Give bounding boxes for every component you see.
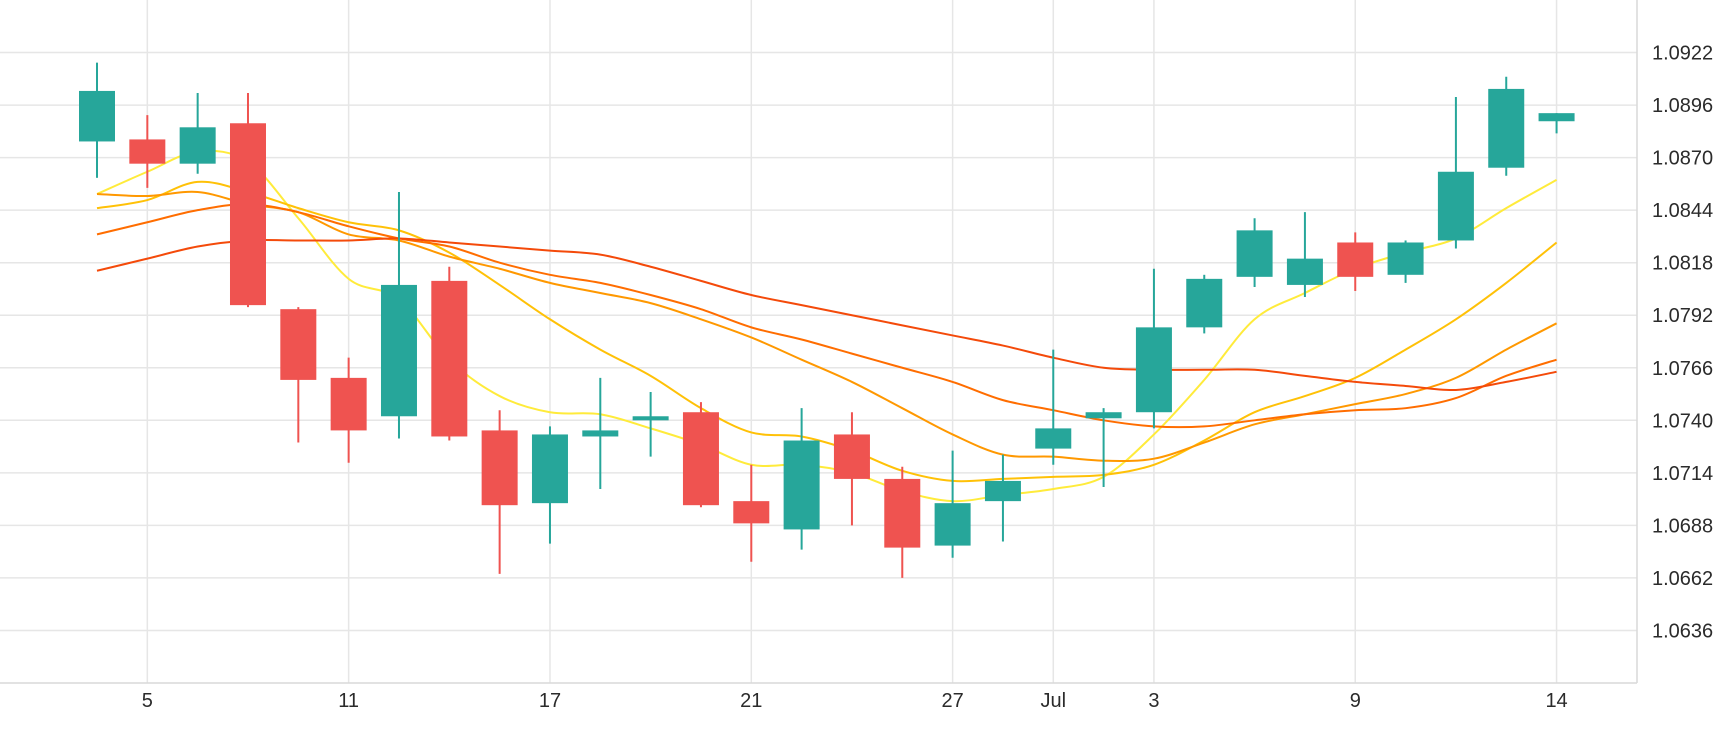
candle — [632, 392, 669, 457]
candle — [1085, 408, 1122, 487]
candle-body — [481, 430, 518, 506]
candle-body — [1538, 113, 1575, 122]
candle — [481, 410, 518, 574]
candle-body — [1437, 171, 1474, 241]
y-tick-label: 1.0662 — [1652, 568, 1713, 590]
candle — [984, 454, 1021, 542]
candle — [1186, 274, 1223, 334]
y-tick-label: 1.0766 — [1652, 358, 1713, 380]
candle-body — [79, 90, 115, 142]
candle-body — [229, 123, 266, 306]
candle — [884, 466, 921, 578]
x-tick-label: 17 — [539, 690, 561, 712]
candle — [582, 377, 619, 490]
candle — [380, 191, 417, 439]
candle-body — [1186, 278, 1223, 328]
candle-body — [733, 501, 770, 524]
candle — [1437, 96, 1474, 249]
candle-body — [531, 434, 568, 504]
x-tick-label: 9 — [1350, 690, 1361, 712]
candle — [531, 426, 568, 544]
candle — [934, 450, 971, 558]
candle-body — [431, 280, 468, 437]
y-tick-label: 1.0714 — [1652, 463, 1713, 485]
candle-body — [984, 480, 1021, 502]
x-tick-label: Jul — [1040, 690, 1066, 712]
y-tick-label: 1.0818 — [1652, 253, 1713, 275]
x-tick-label: 3 — [1148, 690, 1159, 712]
candle — [1538, 113, 1575, 134]
candle-body — [129, 139, 166, 164]
x-tick-label: 27 — [941, 690, 963, 712]
x-tick-label: 21 — [740, 690, 762, 712]
y-tick-label: 1.0922 — [1652, 43, 1713, 65]
candle-body — [1337, 242, 1374, 277]
candle — [1286, 212, 1323, 298]
candle-body — [783, 440, 820, 530]
candle — [330, 357, 367, 463]
candle-body — [1236, 230, 1273, 277]
candle — [1035, 349, 1072, 465]
candle — [1236, 218, 1273, 287]
y-tick-label: 1.0636 — [1652, 620, 1713, 642]
candle-body — [884, 478, 921, 548]
candle — [733, 464, 770, 562]
candle — [129, 115, 166, 188]
candle — [280, 307, 317, 443]
moving-average-line-5 — [96, 237, 1557, 392]
candle-body — [1488, 88, 1525, 168]
candle-body — [1286, 258, 1323, 285]
candle-body — [1387, 242, 1424, 275]
candle-body — [179, 127, 216, 164]
candle-body — [1085, 412, 1122, 419]
y-tick-label: 1.0792 — [1652, 305, 1713, 327]
candle — [1387, 240, 1424, 283]
y-tick-label: 1.0896 — [1652, 95, 1713, 117]
y-tick-label: 1.0870 — [1652, 148, 1713, 170]
y-tick-label: 1.0688 — [1652, 515, 1713, 537]
x-tick-label: 5 — [142, 690, 153, 712]
candle-body — [632, 416, 669, 421]
candle — [229, 92, 266, 308]
candle-layer — [79, 62, 1575, 578]
moving-average-line-2 — [96, 180, 1558, 483]
candle-body — [582, 430, 619, 437]
candle-body — [934, 503, 971, 546]
moving-average-line-4 — [96, 203, 1557, 429]
candle — [833, 412, 870, 526]
x-tick-label: 14 — [1545, 690, 1567, 712]
candle-body — [682, 412, 719, 506]
candle — [1135, 268, 1172, 429]
y-tick-label: 1.0740 — [1652, 410, 1713, 432]
candle — [79, 62, 115, 178]
candle-body — [833, 434, 870, 479]
x-tick-label: 11 — [338, 690, 359, 712]
candle — [1337, 232, 1374, 291]
candle-body — [380, 284, 417, 417]
grid-layer — [0, 0, 1637, 683]
axis-layer: 1.0922 1.0896 1.0870 1.0844 1.0818 1.0792 1.07… — [0, 0, 1713, 712]
candle — [431, 266, 468, 441]
candle-body — [330, 377, 367, 431]
candle-body — [1135, 327, 1172, 413]
candle — [682, 402, 719, 508]
candle-body — [1035, 428, 1072, 449]
y-tick-label: 1.0844 — [1652, 200, 1713, 222]
candle — [783, 408, 820, 550]
candle-body — [280, 309, 317, 380]
candle — [179, 92, 216, 174]
candle — [1488, 76, 1525, 176]
